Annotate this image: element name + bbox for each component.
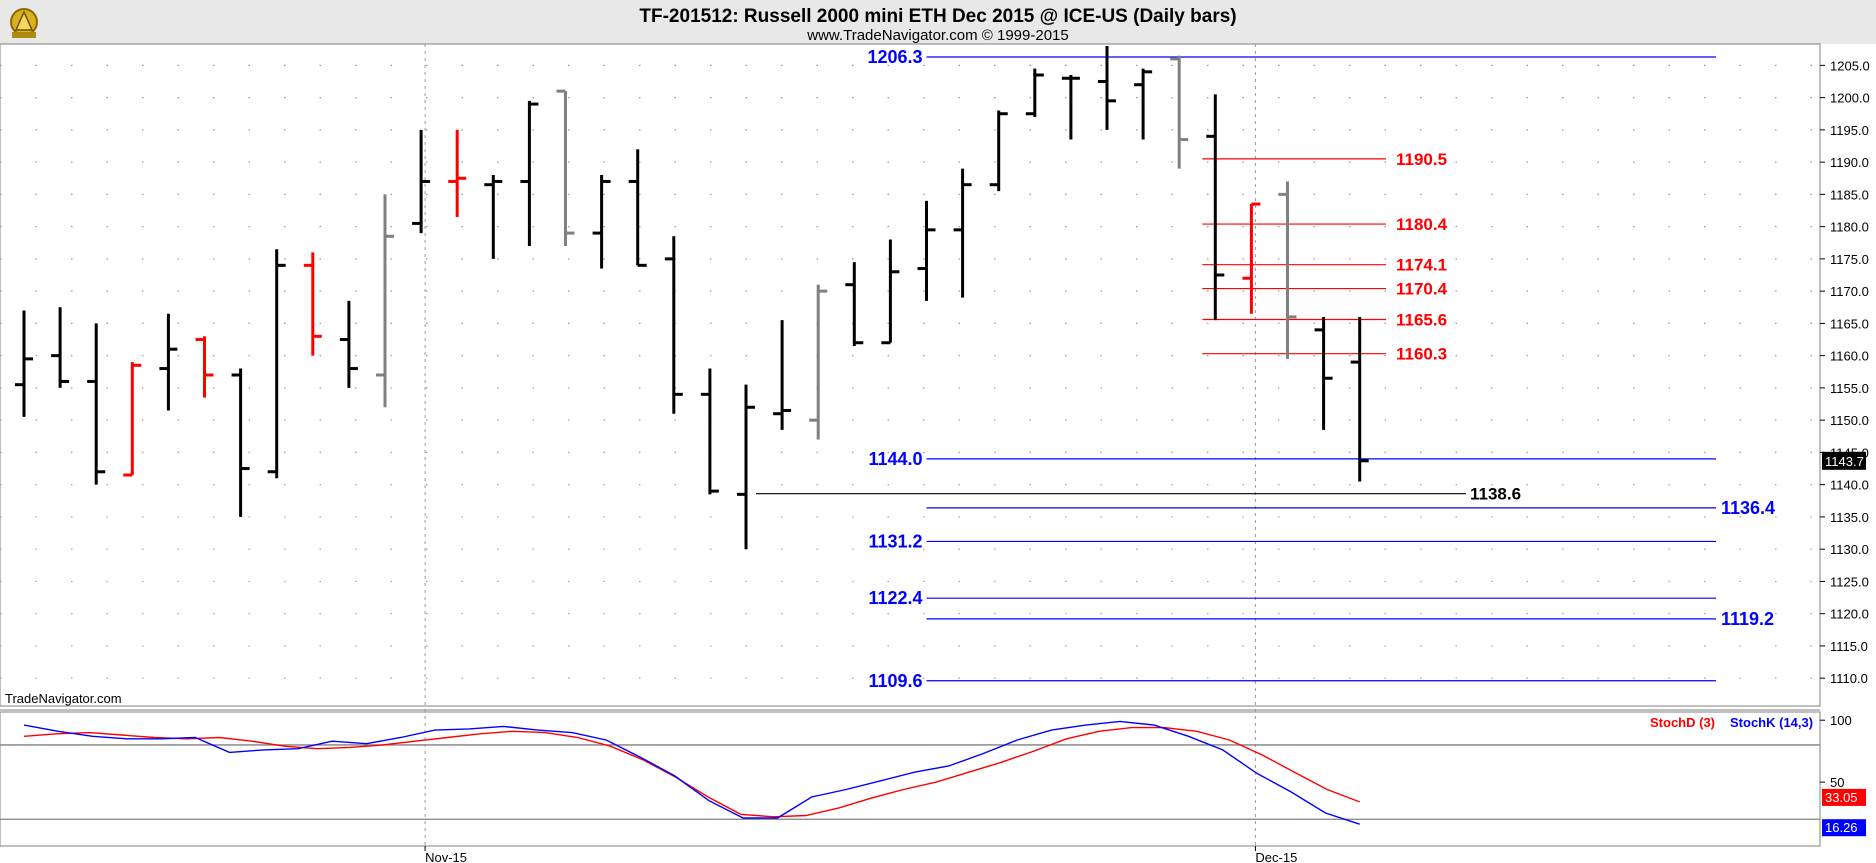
y-tick-label: 1165.0 [1830,316,1869,331]
level-label: 1165.6 [1396,311,1447,330]
y-tick-label: 1140.0 [1830,478,1869,493]
price-y-axis: 1110.0 1115.0 1120.0 1125.0 1130.0 1135.0 1140… [1820,58,1870,686]
x-tick-label: Dec-15 [1255,850,1297,863]
stoch-series-line [23,726,1360,818]
y-tick-label: 1130.0 [1830,542,1869,557]
stoch-legend-k: StochK (14,3) [1730,715,1813,730]
watermark-text: TradeNavigator.com [5,691,122,706]
level-label: 1131.2 [868,531,922,551]
level-lines: 1206.3 1190.5 1180.4 1174.1 1170.4 1165.6 1160… [756,47,1775,691]
x-tick-label: Nov-15 [425,850,467,863]
x-axis: Nov-15 Dec-15 [424,846,1297,863]
level-label: 1180.4 [1396,215,1448,234]
level-label: 1174.1 [1396,256,1447,275]
level-label: 1170.4 [1396,280,1448,299]
stoch-y-tick-label: 100 [1830,713,1852,728]
price-bars [15,46,1369,550]
last-price-tag [1822,451,1866,470]
price-panel-frame [0,43,1821,707]
chart-subtitle: www.TradeNavigator.com © 1999-2015 [806,27,1068,44]
stoch-last-tag [1822,788,1866,806]
last-price-label: 1143.7 [1825,454,1864,469]
level-label: 1160.3 [1396,345,1447,364]
stoch-last-label: 16.26 [1825,820,1858,835]
y-tick-label: 1180.0 [1830,220,1869,235]
y-tick-label: 1110.0 [1830,671,1868,686]
level-label: 1122.4 [868,588,922,608]
stochastic-panel: 50 100 33.05 16.26 StochD (3) StochK (14,3) [0,713,1866,837]
stoch-last-tag [1822,819,1866,837]
stoch-last-label: 33.05 [1825,790,1858,805]
y-tick-label: 1195.0 [1830,123,1869,138]
stoch-legend-d: StochD (3) [1650,715,1715,730]
y-tick-label: 1160.0 [1830,349,1869,364]
y-tick-label: 1175.0 [1830,252,1869,267]
level-label: 1144.0 [868,449,922,469]
y-tick-label: 1185.0 [1830,187,1869,202]
title-bar [0,0,1876,44]
y-tick-label: 1115.0 [1830,639,1868,654]
stoch-panel-frame [0,711,1821,847]
y-tick-label: 1150.0 [1830,413,1869,428]
chart-title: TF-201512: Russell 2000 mini ETH Dec 201… [639,6,1236,27]
level-label: 1136.4 [1721,498,1775,518]
price-grid [0,44,1820,846]
level-label: 1119.2 [1721,609,1774,629]
stoch-series-line [23,720,1360,825]
y-tick-label: 1170.0 [1830,284,1869,299]
level-label: 1206.3 [867,47,922,67]
stoch-y-tick-label: 50 [1830,775,1844,790]
y-tick-label: 1205.0 [1830,58,1870,73]
y-tick-label: 1190.0 [1830,155,1869,170]
y-tick-label: 1120.0 [1830,607,1869,622]
y-tick-label: 1125.0 [1830,574,1869,589]
y-tick-label: 1155.0 [1830,381,1869,396]
y-tick-label: 1135.0 [1830,510,1869,525]
trade-navigator-logo-icon [10,8,38,38]
y-tick-label: 1200.0 [1830,91,1870,106]
level-label: 1109.6 [868,671,922,691]
level-label: 1138.6 [1470,485,1521,504]
level-label: 1190.5 [1396,150,1447,169]
